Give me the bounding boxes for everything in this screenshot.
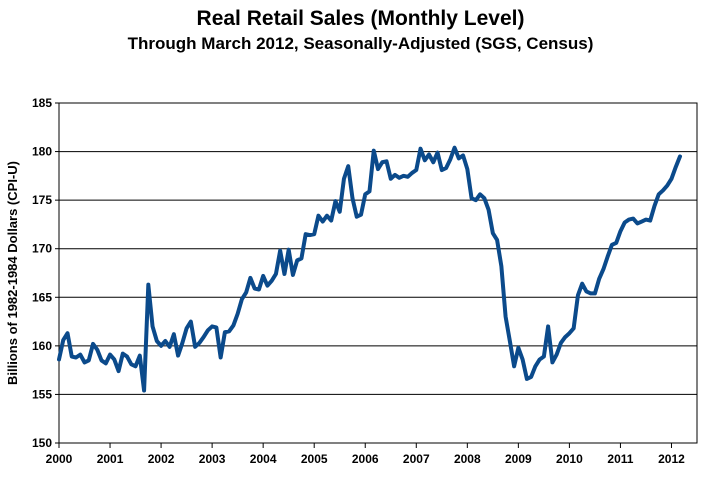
y-tick-label: 150 [32,436,52,450]
x-tick-label: 2012 [658,452,685,466]
y-tick-label: 180 [32,145,52,159]
y-tick-label: 165 [32,290,52,304]
chart-title: Real Retail Sales (Monthly Level) [196,7,525,30]
y-tick-label: 160 [32,339,52,353]
x-tick-label: 2002 [148,452,175,466]
plot-area [58,102,698,444]
x-tick-label: 2004 [250,452,277,466]
y-tick-label: 155 [32,387,52,401]
y-tick-label: 185 [32,96,52,110]
x-tick-label: 2001 [97,452,124,466]
x-tick-label: 2008 [454,452,481,466]
y-tick-label: 175 [32,193,52,207]
x-tick-label: 2009 [505,452,532,466]
y-axis-title: Billions of 1982-1984 Dollars (CPI-U) [5,161,20,385]
chart-subtitle: Through March 2012, Seasonally-Adjusted … [127,34,594,53]
x-tick-label: 2011 [607,452,633,466]
x-tick-label: 2010 [556,452,583,466]
series-line [57,145,682,393]
x-tick-label: 2007 [403,452,430,466]
x-axis-ticks: 2000 2001 2002 2003 2004 2005 2006 2007 2008 2009… [46,443,685,466]
y-axis-ticks: 150 155 160 165 170 175 180 185 [32,96,59,450]
grid-lines [59,151,697,395]
x-tick-label: 2006 [352,452,379,466]
x-tick-label: 2005 [301,452,328,466]
x-tick-label: 2000 [46,452,73,466]
y-tick-label: 170 [32,242,52,256]
x-tick-label: 2003 [199,452,226,466]
